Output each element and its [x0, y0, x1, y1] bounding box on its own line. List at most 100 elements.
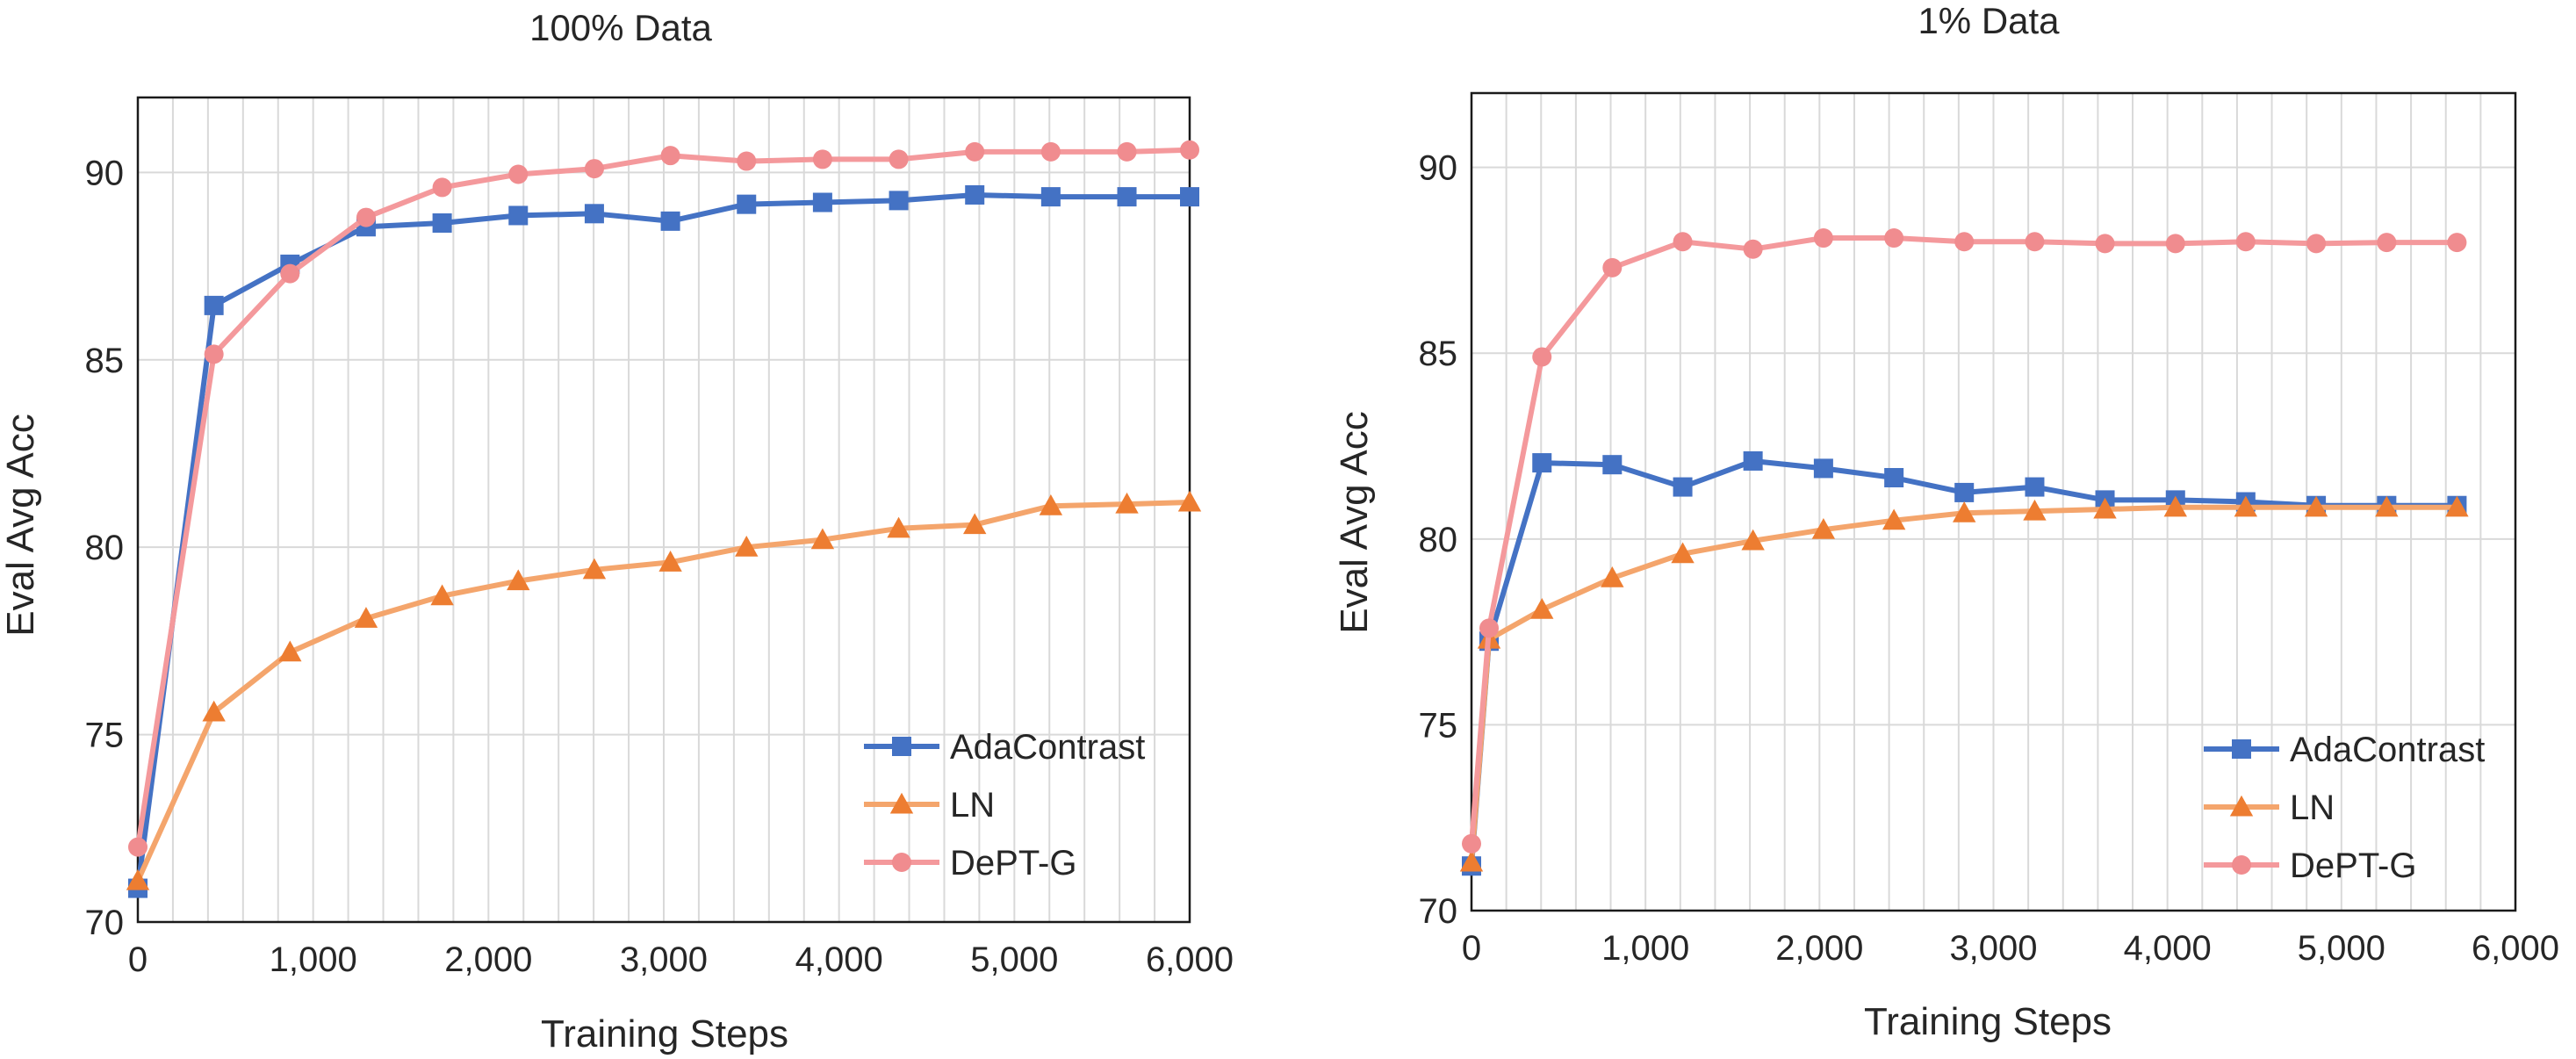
- data-point-dept-g: [584, 159, 604, 179]
- legend-label: DePT-G: [950, 844, 1076, 882]
- legend-marker: [892, 853, 911, 872]
- data-point-adacontrast: [1532, 453, 1552, 473]
- data-point-dept-g: [2235, 232, 2256, 252]
- chart-1-percent-data: 1% Data Eval Avg Acc Training Steps 70 75…: [1333, 0, 2559, 1043]
- data-point-dept-g: [1884, 228, 1904, 249]
- data-point-ln: [278, 640, 302, 662]
- data-point-dept-g: [1673, 232, 1693, 252]
- data-point-adacontrast: [660, 211, 680, 231]
- x-tick-label: 4,000: [795, 940, 883, 979]
- data-point-dept-g: [2377, 233, 2397, 253]
- data-point-dept-g: [2095, 234, 2115, 254]
- data-point-dept-g: [1602, 257, 1623, 277]
- data-point-adacontrast: [889, 191, 909, 211]
- data-point-ln: [963, 513, 987, 535]
- data-point-ln: [810, 528, 835, 550]
- data-point-dept-g: [204, 344, 224, 364]
- data-point-dept-g: [1040, 141, 1061, 162]
- data-point-dept-g: [1813, 228, 1833, 249]
- series-dept-g: [128, 140, 1199, 857]
- data-point-dept-g: [432, 177, 452, 198]
- x-tick-label: 3,000: [1949, 929, 2037, 968]
- y-tick-label: 75: [85, 717, 125, 755]
- data-point-dept-g: [1180, 140, 1199, 160]
- data-point-ln: [582, 558, 607, 580]
- data-point-adacontrast: [1954, 482, 1975, 502]
- data-point-ln: [1953, 501, 1976, 522]
- legend-item-dept-g: DePT-G: [864, 844, 1076, 882]
- data-point-dept-g: [2025, 232, 2045, 252]
- x-tick-label: 6,000: [1146, 940, 1234, 979]
- data-point-dept-g: [128, 837, 148, 857]
- x-tick-label: 5,000: [970, 940, 1058, 979]
- data-point-ln: [1530, 598, 1554, 619]
- data-point-adacontrast: [1117, 187, 1137, 207]
- legend-item-dept-g: DePT-G: [2204, 846, 2416, 885]
- data-point-dept-g: [356, 207, 376, 227]
- legend-label: AdaContrast: [950, 728, 1145, 767]
- legend-label: LN: [2290, 789, 2335, 827]
- legend-label: LN: [950, 786, 995, 825]
- series-line-ln: [1469, 504, 2460, 865]
- data-point-ln: [430, 584, 454, 606]
- y-tick-label: 70: [85, 904, 125, 942]
- legend-marker: [2232, 855, 2251, 875]
- data-point-ln: [1811, 518, 1836, 539]
- data-point-ln: [1459, 850, 1484, 872]
- data-point-dept-g: [508, 164, 529, 184]
- data-point-ln: [1741, 529, 1765, 551]
- legend-marker: [889, 792, 914, 814]
- x-tick-label: 2,000: [1775, 929, 1863, 968]
- x-tick-label: 4,000: [2124, 929, 2212, 968]
- series-ln: [126, 490, 1202, 890]
- legend-item-ln: LN: [864, 786, 995, 825]
- data-point-dept-g: [1954, 232, 1975, 252]
- data-point-ln: [2304, 495, 2328, 517]
- data-point-adacontrast: [584, 204, 604, 224]
- y-tick-label: 85: [1419, 335, 1458, 373]
- data-point-dept-g: [660, 146, 680, 166]
- data-point-adacontrast: [965, 184, 985, 205]
- legend-item-adacontrast: AdaContrast: [864, 728, 1145, 767]
- y-tick-label: 85: [85, 342, 125, 380]
- data-point-ln: [2023, 499, 2047, 521]
- data-point-adacontrast: [812, 192, 832, 213]
- x-tick-label: 5,000: [2298, 929, 2385, 968]
- chart-title: 1% Data: [1918, 0, 2060, 41]
- data-point-dept-g: [737, 151, 757, 171]
- x-tick-label: 1,000: [270, 940, 357, 979]
- data-point-ln: [507, 569, 530, 591]
- data-point-ln: [2234, 495, 2258, 517]
- legend: AdaContrast LN DePT-G: [864, 728, 1145, 882]
- series-line-adacontrast: [1469, 458, 2460, 869]
- legend-marker: [892, 737, 911, 756]
- x-tick-label: 6,000: [2472, 929, 2559, 968]
- x-tick-label: 0: [128, 940, 148, 979]
- data-point-dept-g: [1532, 347, 1552, 367]
- data-point-ln: [735, 535, 759, 557]
- data-point-ln: [2093, 497, 2117, 519]
- chart-title: 100% Data: [529, 7, 712, 48]
- data-point-dept-g: [280, 263, 300, 284]
- data-point-ln: [202, 700, 226, 722]
- x-axis-title: Training Steps: [1864, 1000, 2112, 1043]
- data-point-adacontrast: [204, 295, 224, 315]
- data-point-ln: [2445, 495, 2469, 517]
- y-tick-label: 90: [1419, 149, 1458, 188]
- data-point-ln: [1177, 490, 1202, 512]
- data-point-ln: [1882, 508, 1906, 530]
- data-point-adacontrast: [432, 213, 452, 233]
- chart-100-percent-data: 100% Data Eval Avg Acc Training Steps 70…: [0, 7, 1234, 1055]
- data-point-ln: [354, 607, 378, 628]
- data-point-dept-g: [965, 141, 985, 162]
- x-tick-label: 1,000: [1601, 929, 1689, 968]
- data-point-adacontrast: [1180, 187, 1199, 207]
- data-point-ln: [887, 516, 910, 538]
- series-line-dept-g: [1469, 235, 2460, 846]
- data-point-ln: [2375, 495, 2399, 517]
- data-point-adacontrast: [1884, 467, 1904, 487]
- series-ln: [1459, 495, 2469, 872]
- data-point-adacontrast: [1813, 458, 1833, 479]
- x-tick-label: 2,000: [444, 940, 532, 979]
- y-axis-title: Eval Avg Acc: [1333, 411, 1376, 634]
